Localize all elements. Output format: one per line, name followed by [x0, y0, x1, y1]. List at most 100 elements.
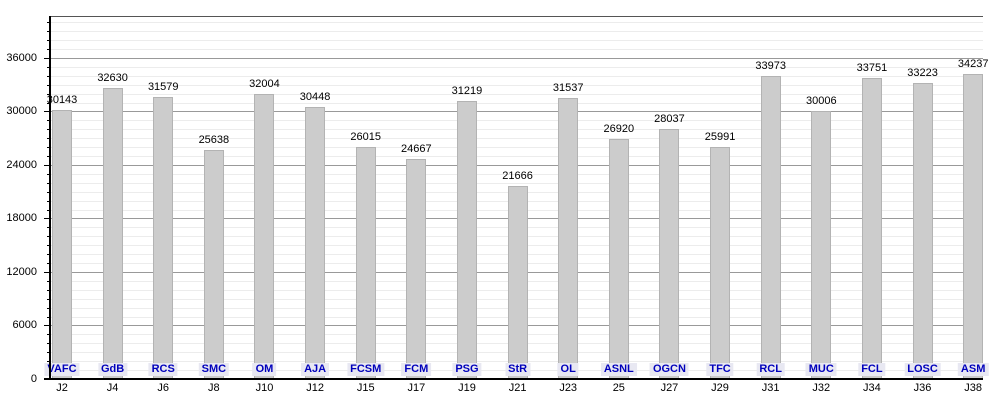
bar-value-label: 33223 [907, 66, 938, 79]
bar [254, 93, 275, 379]
bar [710, 147, 731, 379]
x-tick-label: J34 [863, 382, 881, 394]
x-tick-label: J36 [913, 382, 932, 394]
major-gridline [50, 111, 983, 113]
y-minor-tick [47, 182, 50, 184]
bar [456, 100, 477, 379]
y-minor-tick [47, 280, 50, 282]
bar [355, 146, 376, 379]
bar [305, 107, 326, 379]
y-minor-tick [47, 120, 50, 122]
y-minor-tick [47, 191, 50, 193]
y-tick-label: 24000 [6, 158, 37, 171]
bar-value-label: 32004 [249, 77, 280, 90]
minor-gridline [50, 102, 983, 104]
y-minor-tick [47, 66, 50, 68]
bar-value-label: 21666 [502, 169, 533, 182]
y-tick-label: 30000 [6, 105, 37, 118]
bar [507, 185, 528, 379]
y-tick-label: 6000 [12, 319, 37, 332]
team-label: LOSC [904, 363, 941, 376]
minor-gridline [50, 75, 983, 77]
y-minor-tick [47, 254, 50, 256]
major-gridline [50, 57, 983, 59]
y-minor-tick [47, 22, 50, 24]
y-minor-tick [47, 200, 50, 202]
team-label: VAFC [44, 363, 80, 376]
y-minor-tick [47, 307, 50, 309]
minor-gridline [50, 31, 983, 33]
bar-value-label: 33751 [856, 61, 888, 74]
y-minor-tick [47, 343, 50, 345]
bar [153, 97, 174, 379]
team-label: TFC [706, 363, 734, 376]
minor-gridline [50, 182, 983, 184]
x-axis-line [44, 378, 983, 380]
team-label: OL [557, 363, 579, 376]
y-minor-tick [47, 173, 50, 175]
bar-value-label: 32630 [97, 71, 128, 84]
bar [912, 82, 933, 379]
bar [811, 111, 832, 379]
y-major-tick [44, 164, 50, 166]
y-minor-tick [47, 361, 50, 363]
y-minor-tick [47, 75, 50, 77]
bar [203, 150, 224, 379]
minor-gridline [50, 93, 983, 95]
bar [861, 77, 882, 379]
bar-value-label: 25638 [198, 134, 230, 147]
x-tick-label: J27 [660, 382, 679, 394]
y-major-tick [44, 271, 50, 273]
bar-value-label: 28037 [654, 112, 685, 125]
x-tick-label: J17 [407, 382, 426, 394]
bar-value-label: 31579 [147, 81, 179, 94]
team-label: ASNL [600, 363, 637, 376]
minor-gridline [50, 156, 983, 158]
x-tick-label: J15 [356, 382, 375, 394]
y-minor-tick [47, 245, 50, 247]
y-minor-tick [47, 129, 50, 131]
x-tick-label: J2 [56, 382, 68, 394]
team-label: StR [505, 363, 531, 376]
y-minor-tick [47, 40, 50, 42]
bar-value-label: 30143 [46, 94, 78, 107]
bar-value-label: 31219 [451, 84, 483, 97]
x-tick-label: J19 [458, 382, 476, 394]
plot-frame-top [50, 16, 983, 17]
y-minor-tick [47, 316, 50, 318]
y-tick-label: 36000 [6, 51, 37, 64]
y-major-tick [44, 57, 50, 59]
team-label: RCS [148, 363, 178, 376]
team-label: AJA [301, 363, 330, 376]
y-minor-tick [47, 102, 50, 104]
bar-value-label: 31537 [552, 81, 584, 94]
y-minor-tick [47, 289, 50, 291]
minor-gridline [50, 40, 983, 42]
y-tick-label: 0 [30, 373, 37, 385]
x-tick-label: J21 [508, 382, 527, 394]
y-major-tick [44, 111, 50, 113]
minor-gridline [50, 120, 983, 122]
bar-value-label: 30448 [299, 91, 331, 104]
x-tick-label: J32 [812, 382, 831, 394]
y-minor-tick [47, 263, 50, 265]
bar-value-label: 30006 [806, 95, 837, 108]
team-label: PSG [452, 363, 482, 376]
x-tick-label: 25 [612, 382, 625, 394]
major-gridline [50, 164, 983, 166]
team-label: SMC [198, 363, 230, 376]
y-minor-tick [47, 93, 50, 95]
minor-gridline [50, 84, 983, 86]
bar-value-label: 24667 [401, 142, 432, 155]
x-tick-label: J8 [208, 382, 220, 394]
x-tick-label: J6 [157, 382, 170, 394]
minor-gridline [50, 22, 983, 24]
y-minor-tick [47, 298, 50, 300]
team-label: OM [252, 363, 277, 376]
bar [102, 87, 123, 379]
y-minor-tick [47, 209, 50, 211]
bar [760, 75, 781, 379]
x-tick-label: J31 [761, 382, 780, 394]
bar [558, 97, 579, 379]
bar-value-label: 26015 [350, 130, 382, 143]
